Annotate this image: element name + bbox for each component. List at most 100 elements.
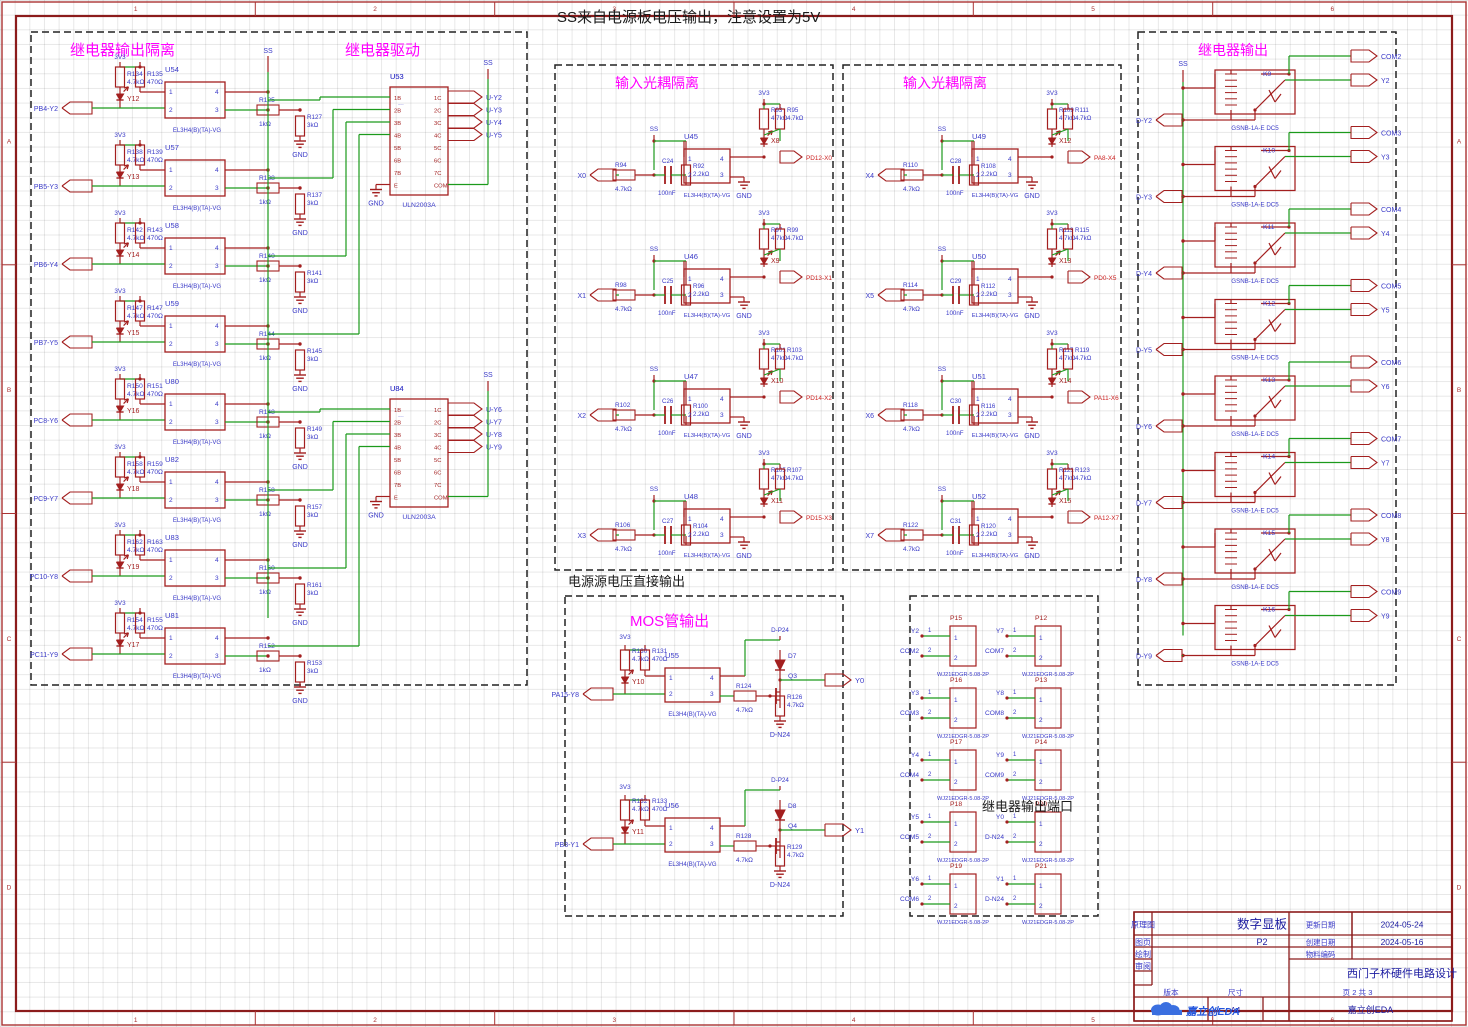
svg-text:PA15-Y8: PA15-Y8	[552, 692, 580, 699]
svg-text:3: 3	[215, 497, 219, 504]
svg-text:R132: R132	[632, 798, 648, 805]
svg-text:470Ω: 470Ω	[147, 391, 163, 398]
svg-text:3: 3	[1008, 172, 1012, 179]
svg-text:P21: P21	[1035, 863, 1047, 870]
svg-text:4.7kΩ: 4.7kΩ	[903, 186, 920, 193]
svg-text:3: 3	[1008, 532, 1012, 539]
svg-text:电源源电压直接输出: 电源源电压直接输出	[568, 574, 685, 589]
svg-text:EL3H4(B)(TA)-VG: EL3H4(B)(TA)-VG	[684, 553, 731, 559]
svg-text:2: 2	[1039, 779, 1043, 786]
svg-text:SS: SS	[1178, 61, 1188, 68]
svg-text:Y4: Y4	[911, 752, 919, 759]
svg-text:2: 2	[976, 532, 980, 539]
svg-text:4.7kΩ: 4.7kΩ	[1059, 115, 1076, 122]
svg-text:D-Y4: D-Y4	[1136, 271, 1152, 278]
svg-text:GSNB-1A-E DC5: GSNB-1A-E DC5	[1231, 431, 1279, 438]
svg-text:4: 4	[720, 516, 724, 523]
svg-text:K16: K16	[1263, 607, 1275, 614]
svg-text:1: 1	[669, 825, 673, 832]
svg-text:470Ω: 470Ω	[147, 313, 163, 320]
svg-text:4: 4	[215, 323, 219, 330]
svg-text:EL3H4(B)(TA)-VG: EL3H4(B)(TA)-VG	[972, 553, 1019, 559]
svg-text:Y2: Y2	[1381, 78, 1390, 85]
svg-text:7B: 7B	[394, 483, 401, 489]
svg-text:2: 2	[373, 6, 377, 13]
svg-text:U48: U48	[684, 492, 698, 501]
svg-text:3: 3	[215, 185, 219, 192]
svg-text:1: 1	[1039, 821, 1043, 828]
svg-text:4.7kΩ: 4.7kΩ	[787, 475, 804, 482]
svg-text:EL3H4(B)(TA)-VG: EL3H4(B)(TA)-VG	[173, 284, 222, 290]
svg-text:1B: 1B	[394, 96, 401, 102]
svg-text:1C: 1C	[434, 408, 441, 414]
svg-text:PB3-Y1: PB3-Y1	[555, 842, 579, 849]
svg-text:COM4: COM4	[1381, 207, 1401, 214]
svg-text:Y5: Y5	[911, 814, 919, 821]
svg-text:2: 2	[928, 772, 932, 778]
svg-text:Y10: Y10	[632, 679, 645, 686]
svg-text:SS: SS	[483, 372, 493, 379]
svg-text:3: 3	[710, 691, 714, 698]
svg-text:R118: R118	[903, 402, 918, 409]
svg-text:6B: 6B	[394, 159, 401, 165]
svg-text:X14: X14	[1059, 378, 1072, 385]
svg-text:4: 4	[1008, 276, 1012, 283]
svg-text:SS: SS	[650, 366, 658, 373]
svg-text:2: 2	[976, 172, 980, 179]
svg-text:2: 2	[169, 653, 173, 660]
svg-text:4: 4	[852, 6, 856, 13]
svg-text:X12: X12	[1059, 138, 1072, 145]
svg-text:Y0: Y0	[855, 676, 864, 685]
svg-text:Y1: Y1	[996, 876, 1004, 883]
svg-text:4: 4	[215, 479, 219, 486]
svg-text:SS: SS	[483, 60, 493, 67]
svg-text:R115: R115	[1075, 227, 1090, 234]
svg-text:SS: SS	[938, 486, 946, 493]
svg-text:3V3: 3V3	[619, 634, 631, 641]
svg-text:3: 3	[215, 575, 219, 582]
svg-text:1: 1	[1013, 752, 1017, 758]
svg-text:SS: SS	[938, 246, 946, 253]
svg-text:EL3H4(B)(TA)-VG: EL3H4(B)(TA)-VG	[173, 518, 222, 524]
svg-text:版本: 版本	[1163, 987, 1179, 997]
svg-text:1: 1	[976, 156, 980, 163]
svg-text:ULN2003A: ULN2003A	[402, 514, 436, 521]
svg-text:数字显板: 数字显板	[1237, 917, 1288, 932]
svg-text:PB6-Y4: PB6-Y4	[34, 262, 58, 269]
svg-text:3B: 3B	[394, 433, 401, 439]
svg-text:1: 1	[928, 752, 932, 758]
svg-text:继电器驱动: 继电器驱动	[345, 42, 420, 59]
svg-text:P14: P14	[1035, 739, 1047, 746]
svg-text:3: 3	[720, 532, 724, 539]
svg-text:5C: 5C	[434, 146, 441, 152]
svg-text:R159: R159	[147, 461, 163, 468]
svg-text:COM3: COM3	[1381, 131, 1401, 138]
svg-text:COM2: COM2	[900, 648, 919, 655]
svg-text:R147: R147	[147, 305, 163, 312]
svg-text:EL3H4(B)(TA)-VG: EL3H4(B)(TA)-VG	[972, 193, 1019, 199]
svg-text:PD14-X2: PD14-X2	[806, 395, 832, 402]
svg-text:继电器输出端口: 继电器输出端口	[982, 799, 1073, 814]
svg-text:PD13-X1: PD13-X1	[806, 275, 832, 282]
svg-text:P2: P2	[1256, 937, 1267, 947]
svg-text:2: 2	[169, 497, 173, 504]
svg-text:U47: U47	[684, 372, 698, 381]
svg-text:1: 1	[1039, 759, 1043, 766]
svg-text:WJ21EDGR-5.08-2P: WJ21EDGR-5.08-2P	[1022, 858, 1074, 864]
svg-text:C25: C25	[662, 278, 674, 285]
svg-text:E: E	[394, 184, 398, 190]
svg-text:2: 2	[688, 292, 692, 299]
svg-text:4B: 4B	[394, 134, 401, 140]
svg-text:2: 2	[169, 575, 173, 582]
svg-text:D7: D7	[788, 653, 797, 660]
svg-text:GND: GND	[736, 433, 752, 440]
svg-text:3kΩ: 3kΩ	[307, 434, 319, 441]
svg-text:EL3H4(B)(TA)-VG: EL3H4(B)(TA)-VG	[684, 193, 731, 199]
svg-text:2024-05-24: 2024-05-24	[1381, 920, 1424, 930]
svg-text:X7: X7	[865, 533, 874, 540]
svg-text:2: 2	[954, 655, 958, 662]
svg-text:COM7: COM7	[1381, 437, 1401, 444]
svg-text:Q3: Q3	[788, 673, 797, 680]
svg-text:Y9: Y9	[1381, 614, 1390, 621]
svg-text:PD0-X5: PD0-X5	[1094, 275, 1117, 282]
